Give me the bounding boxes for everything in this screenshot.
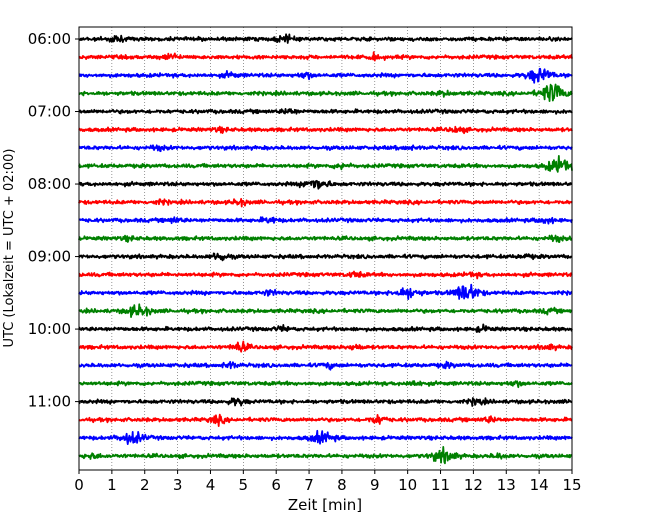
seismogram-trace	[78, 179, 573, 190]
x-tick-label: 4	[206, 476, 216, 494]
seismogram-trace	[78, 108, 573, 115]
seismogram-trace	[78, 323, 573, 333]
x-tick-label: 15	[562, 476, 581, 494]
seismogram-trace	[78, 67, 573, 84]
x-tick-label: 7	[304, 476, 314, 494]
seismogram-trace	[78, 125, 573, 135]
seismogram-trace	[78, 234, 573, 243]
seismogram-trace	[78, 413, 573, 427]
seismogram-trace	[78, 270, 573, 280]
seismogram-trace	[78, 83, 573, 102]
y-tick-label: 06:00	[28, 30, 71, 48]
plot-frame	[78, 26, 573, 471]
x-tick-label: 2	[140, 476, 150, 494]
x-tick-label: 14	[530, 476, 549, 494]
x-axis-label: Zeit [min]	[288, 496, 362, 514]
seismogram-trace	[78, 380, 573, 389]
seismogram-trace	[78, 360, 573, 371]
y-tick-label: 07:00	[28, 103, 71, 121]
vertical-grid	[111, 27, 540, 470]
seismogram-trace	[78, 429, 573, 446]
x-tick-label: 0	[74, 476, 84, 494]
seismogram-trace	[78, 198, 573, 208]
y-axis-label: UTC (Lokalzeit = UTC + 02:00)	[2, 149, 17, 348]
y-tick-label: 11:00	[28, 393, 71, 411]
y-tick-label: 09:00	[28, 248, 71, 266]
seismogram-trace	[78, 33, 573, 44]
x-tick-label: 11	[431, 476, 450, 494]
seismogram-trace	[78, 252, 573, 262]
seismogram-traces	[78, 33, 573, 465]
x-tick-label: 12	[464, 476, 483, 494]
y-axis: 06:00 07:00 08:00 09:00 10:00 11:00	[28, 30, 79, 411]
x-tick-label: 5	[239, 476, 249, 494]
x-tick-label: 1	[107, 476, 117, 494]
seismogram-trace	[78, 144, 573, 153]
x-tick-label: 6	[271, 476, 281, 494]
seismogram-trace	[78, 216, 573, 225]
x-tick-label: 3	[173, 476, 183, 494]
seismogram-trace	[78, 303, 573, 318]
seismogram-trace	[78, 51, 573, 62]
seismogram-trace	[78, 154, 573, 173]
y-tick-label: 10:00	[28, 320, 71, 338]
seismogram-trace	[78, 283, 573, 301]
y-tick-label: 08:00	[28, 175, 71, 193]
x-tick-label: 13	[497, 476, 516, 494]
x-tick-label: 10	[398, 476, 417, 494]
x-tick-label: 8	[337, 476, 347, 494]
seismogram-trace	[78, 397, 573, 407]
seismogram-trace	[78, 340, 573, 353]
seismogram-trace	[78, 446, 573, 465]
x-tick-label: 9	[370, 476, 380, 494]
x-axis: 0 1 2 3 4 5 6 7 8 9 10 11 12 13 14 15	[74, 470, 582, 494]
